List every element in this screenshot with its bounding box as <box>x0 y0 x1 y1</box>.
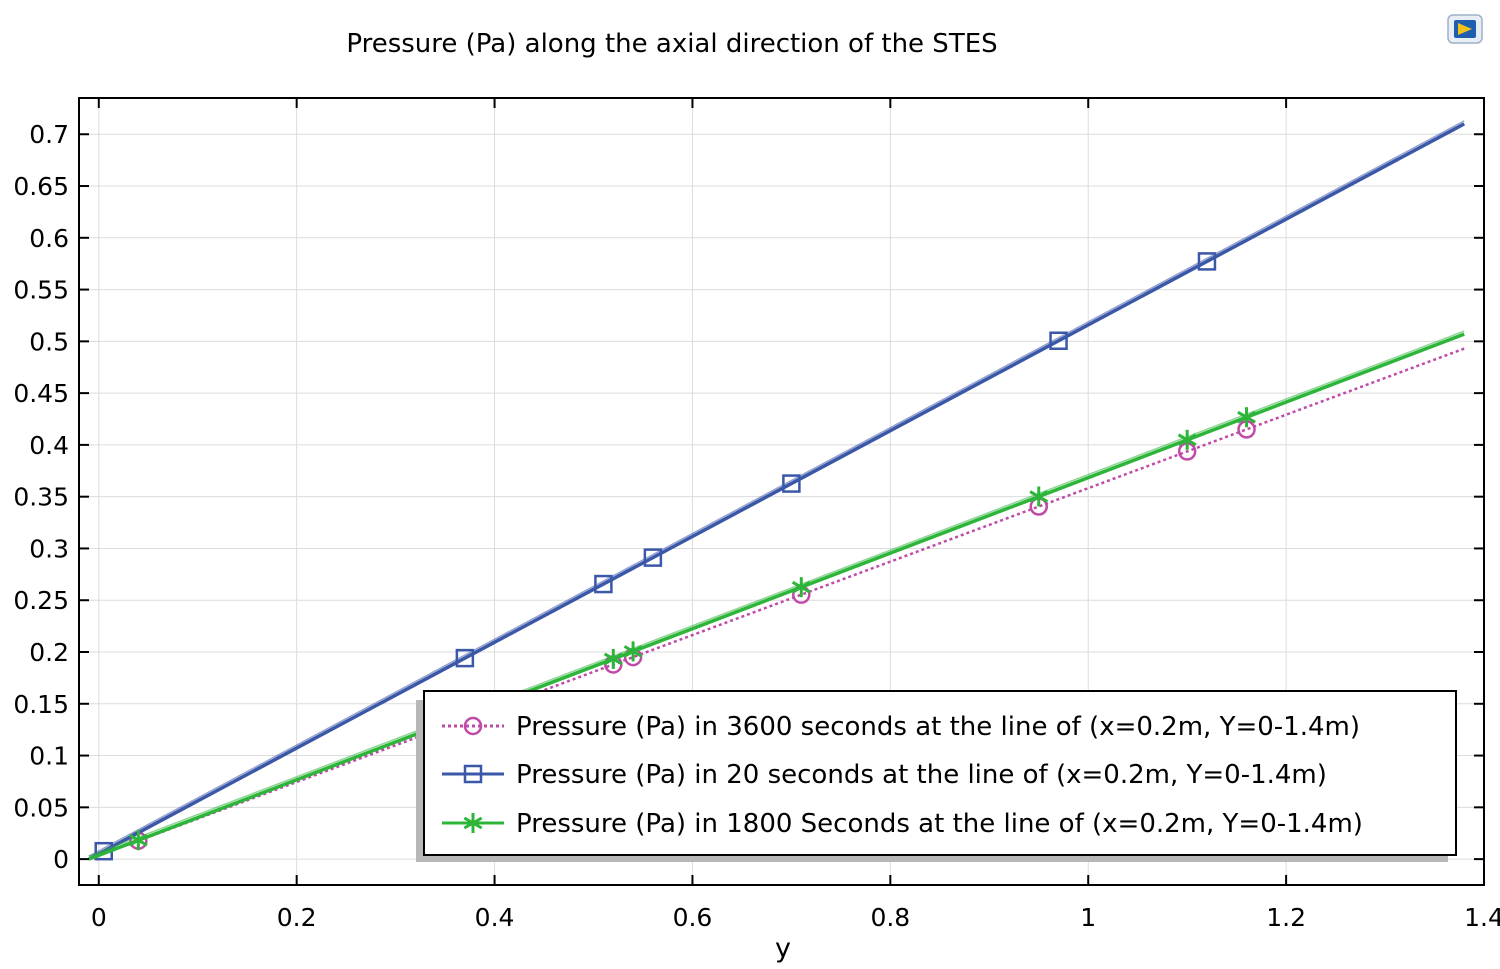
y-tick-label: 0.55 <box>13 276 69 305</box>
legend-swatch-marker <box>463 813 483 833</box>
legend-entry-2: Pressure (Pa) in 1800 Seconds at the lin… <box>442 809 1363 839</box>
x-tick-label: 0.8 <box>870 903 910 932</box>
y-tick-label: 0.7 <box>29 120 69 149</box>
series-1 <box>88 120 1466 861</box>
data-point-marker <box>643 548 663 567</box>
y-tick-label: 0.4 <box>29 431 69 460</box>
chart-title: Pressure (Pa) along the axial direction … <box>346 29 997 59</box>
legend-label: Pressure (Pa) in 20 seconds at the line … <box>516 760 1327 790</box>
series-layer <box>88 120 1466 861</box>
asterisk-stroke <box>463 816 483 830</box>
data-point-marker <box>1029 486 1049 507</box>
x-tick-label: 0.6 <box>673 903 713 932</box>
y-tick-label: 0.5 <box>29 327 69 356</box>
y-tick-label: 0.15 <box>13 690 69 719</box>
asterisk-stroke <box>128 833 148 847</box>
asterisk-stroke <box>623 645 643 658</box>
asterisk-stroke <box>1029 490 1049 503</box>
series-line <box>88 332 1465 861</box>
asterisk-stroke <box>1177 433 1197 447</box>
series-line-shadow <box>88 330 1465 857</box>
data-point-marker <box>1237 407 1256 428</box>
legend-entry-0: Pressure (Pa) in 3600 seconds at the lin… <box>442 712 1360 742</box>
y-tick-label: 0.45 <box>13 379 69 408</box>
plot-border <box>78 97 1485 886</box>
data-point-marker <box>603 648 623 669</box>
y-tick-label: 0 <box>53 845 69 874</box>
y-tick-label: 0.1 <box>29 742 69 771</box>
y-tick-label: 0.05 <box>13 793 69 822</box>
data-point-marker <box>455 648 475 668</box>
legend-swatch-marker <box>463 716 483 736</box>
asterisk-stroke <box>1237 410 1256 424</box>
data-point-marker <box>1177 429 1197 450</box>
data-point-marker <box>623 641 643 662</box>
x-tick-label: 0 <box>91 903 107 932</box>
y-tick-label: 0.25 <box>13 586 69 615</box>
asterisk-stroke <box>603 652 623 666</box>
y-tick-label: 0.35 <box>13 483 69 512</box>
legend-box <box>423 690 1457 856</box>
series-line <box>88 122 1466 861</box>
y-tick-label: 0.3 <box>29 534 69 563</box>
y-tick-label: 0.2 <box>29 638 69 667</box>
series-line-shadow <box>88 120 1465 857</box>
x-tick-label: 0.2 <box>277 903 317 932</box>
x-tick-label: 1.4 <box>1464 903 1500 932</box>
app-logo-icon[interactable] <box>1447 14 1483 44</box>
data-point-marker <box>1197 252 1217 271</box>
legend-label: Pressure (Pa) in 1800 Seconds at the lin… <box>516 809 1363 839</box>
y-tick-label: 0.65 <box>13 172 69 201</box>
x-tick-label: 1 <box>1080 903 1096 932</box>
legend-swatch-marker <box>463 764 483 784</box>
legend-label: Pressure (Pa) in 3600 seconds at the lin… <box>516 712 1360 742</box>
x-tick-label: 1.2 <box>1266 903 1306 932</box>
data-point-marker <box>791 577 811 598</box>
x-tick-label: 0.4 <box>475 903 515 932</box>
y-tick-label: 0.6 <box>29 224 69 253</box>
axis-ticks: 0 0.2 0.4 0.6 0.8 1 1.2 1.4 0 0.05 0.1 0.15 0.2 0.25 0… <box>13 98 1500 932</box>
series-2 <box>88 330 1465 861</box>
legend: Pressure (Pa) in 3600 seconds at the lin… <box>416 690 1457 862</box>
x-axis-label: y <box>775 933 791 964</box>
data-point-marker <box>782 474 801 493</box>
data-point-marker <box>1049 331 1068 351</box>
series-line <box>88 347 1465 861</box>
asterisk-stroke <box>791 580 811 594</box>
data-point-marker <box>128 830 148 851</box>
data-point-marker <box>594 574 613 594</box>
legend-entry-1: Pressure (Pa) in 20 seconds at the line … <box>442 760 1327 790</box>
